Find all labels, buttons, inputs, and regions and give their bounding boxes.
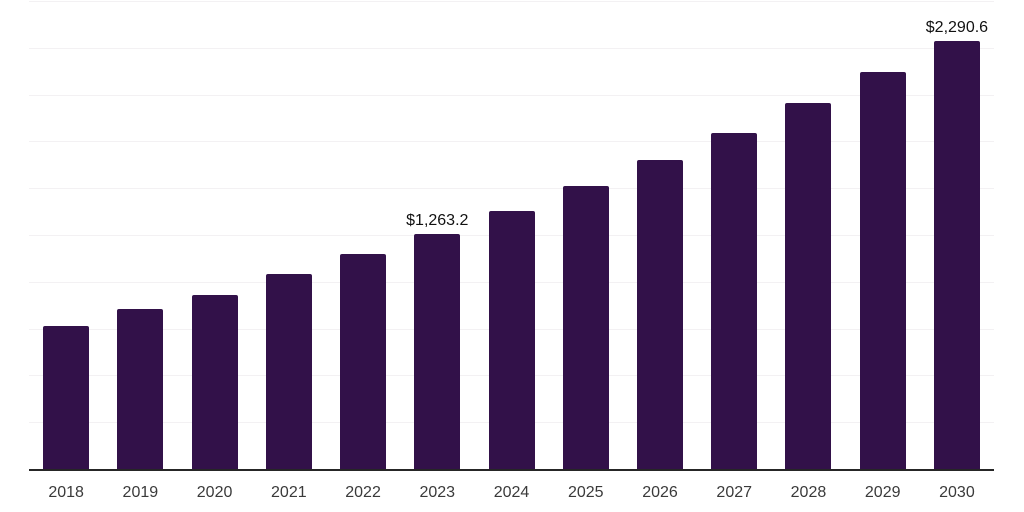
bar-slot-2020 bbox=[177, 2, 251, 470]
x-tick-label-2020: 2020 bbox=[196, 484, 233, 501]
bar-2029 bbox=[859, 72, 906, 470]
bar-2026 bbox=[636, 160, 683, 470]
bar-2019 bbox=[117, 309, 164, 470]
bar-2020 bbox=[191, 294, 238, 470]
bar-slot-2028 bbox=[771, 2, 845, 470]
x-tick-label-2018: 2018 bbox=[48, 484, 84, 501]
x-tick-label-2021: 2021 bbox=[271, 484, 307, 501]
x-tick-label-2030: 2030 bbox=[939, 484, 975, 501]
bar-2021 bbox=[265, 273, 312, 470]
x-tick-label-2025: 2025 bbox=[567, 484, 604, 501]
gridline bbox=[29, 141, 994, 143]
bar-2028 bbox=[785, 102, 832, 470]
gridline bbox=[29, 1, 994, 2]
bar-slot-2022 bbox=[326, 2, 400, 470]
bar-slot-2019 bbox=[103, 2, 177, 470]
x-tick-label-2023: 2023 bbox=[419, 484, 456, 501]
gridline bbox=[29, 188, 994, 190]
bars-row: $1,263.2 $2,290.6 bbox=[29, 2, 994, 470]
x-tick-label-2022: 2022 bbox=[345, 484, 381, 501]
bar-slot-2024 bbox=[474, 2, 548, 470]
bar-slot-2026 bbox=[623, 2, 697, 470]
bar-2025 bbox=[562, 186, 609, 470]
bar-slot-2018 bbox=[29, 2, 103, 470]
plot-area: $1,263.2 $2,290.6 bbox=[29, 1, 994, 471]
bar-slot-2027 bbox=[697, 2, 771, 470]
x-tick-label-2028: 2028 bbox=[790, 484, 827, 501]
bar-slot-2029 bbox=[846, 2, 920, 470]
bar-2027 bbox=[711, 132, 758, 470]
bar-slot-2030: $2,290.6 bbox=[920, 2, 994, 470]
x-tick-label-2027: 2027 bbox=[716, 484, 753, 501]
bar-slot-2023: $1,263.2 bbox=[400, 2, 474, 470]
bar-2024 bbox=[488, 211, 535, 470]
bar-slot-2021 bbox=[252, 2, 326, 470]
bar-slot-2025 bbox=[549, 2, 623, 470]
x-tick-label-2029: 2029 bbox=[864, 484, 901, 501]
x-tick-label-2026: 2026 bbox=[642, 484, 678, 501]
data-label-2023: $1,263.2 bbox=[406, 211, 469, 229]
x-tick-label-2019: 2019 bbox=[122, 484, 159, 501]
bar-2022 bbox=[340, 254, 387, 470]
x-tick-label-2024: 2024 bbox=[493, 484, 530, 501]
data-label-2030: $2,290.6 bbox=[925, 19, 989, 37]
bar-2030 bbox=[933, 41, 980, 470]
gridline bbox=[29, 47, 994, 49]
gridline bbox=[29, 94, 994, 96]
bar-2023 bbox=[414, 233, 461, 470]
x-axis-line bbox=[29, 469, 994, 471]
bar-2018 bbox=[43, 325, 90, 470]
x-axis-labels: 2018 2019 2020 2021 2022 2023 2024 2025 2026 2027… bbox=[29, 470, 994, 502]
